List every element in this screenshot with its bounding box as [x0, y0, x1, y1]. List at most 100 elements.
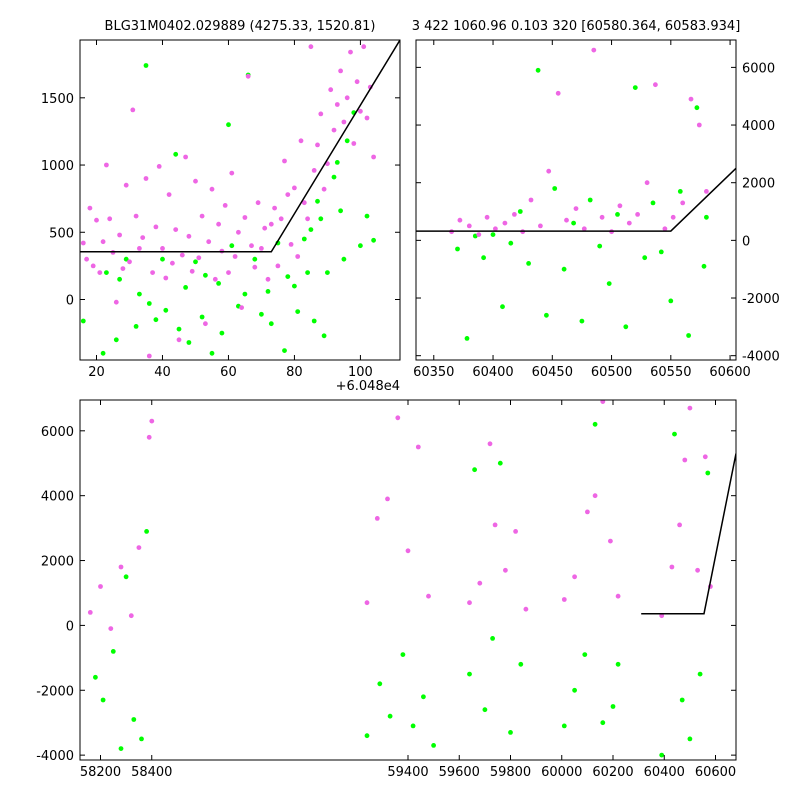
- model-line: [641, 453, 736, 615]
- magenta-point: [176, 337, 182, 343]
- green-point: [544, 312, 549, 318]
- magenta-point: [292, 185, 297, 191]
- magenta-point: [232, 254, 238, 259]
- x-tick-label: 60600: [695, 765, 736, 780]
- magenta-point: [477, 580, 483, 586]
- green-point: [100, 697, 106, 703]
- green-point: [113, 337, 119, 343]
- green-point: [668, 298, 674, 304]
- green-point: [193, 259, 198, 265]
- magenta-point: [513, 529, 518, 534]
- green-point: [117, 276, 122, 282]
- green-point: [467, 671, 472, 677]
- magenta-point: [338, 68, 343, 74]
- magenta-point: [592, 493, 598, 499]
- green-point: [131, 717, 137, 722]
- green-point: [410, 723, 416, 729]
- magenta-point: [348, 49, 353, 55]
- x-tick-label: 59400: [387, 765, 428, 780]
- magenta-point: [193, 178, 198, 184]
- plot-area: [80, 40, 400, 359]
- y-tick-label: 0: [66, 619, 74, 634]
- magenta-point: [626, 220, 632, 226]
- green-point: [705, 470, 711, 476]
- magenta-point: [564, 217, 569, 223]
- x-tick-label: 60550: [650, 365, 691, 380]
- magenta-point: [315, 142, 320, 148]
- magenta-point: [156, 164, 162, 169]
- magenta-point: [344, 95, 350, 101]
- green-point: [518, 661, 524, 667]
- green-point: [265, 289, 271, 294]
- x-tick-label: 60500: [591, 365, 632, 380]
- green-point: [371, 237, 376, 243]
- magenta-point: [341, 119, 347, 125]
- magenta-point: [163, 275, 169, 281]
- green-point: [400, 652, 406, 657]
- green-point: [173, 151, 179, 157]
- green-point: [331, 174, 337, 180]
- green-point: [701, 263, 707, 269]
- x-tick-label: 100: [348, 365, 373, 380]
- green-point: [387, 713, 393, 719]
- green-point: [600, 720, 606, 726]
- green-point: [118, 746, 124, 751]
- magenta-point: [245, 73, 251, 79]
- x-tick-label: 58200: [80, 765, 121, 780]
- green-point: [597, 243, 603, 249]
- magenta-point: [493, 226, 498, 232]
- green-point: [615, 212, 620, 217]
- y-tick-label: 4000: [742, 119, 775, 134]
- magenta-point: [87, 205, 93, 211]
- green-point: [100, 350, 106, 356]
- magenta-point: [669, 564, 675, 570]
- green-point: [677, 189, 683, 194]
- magenta-point: [100, 239, 106, 245]
- y-tick-label: 1000: [41, 159, 74, 174]
- magenta-point: [150, 270, 156, 275]
- green-point: [80, 318, 86, 324]
- green-point: [183, 285, 189, 290]
- magenta-point: [484, 214, 490, 220]
- magenta-point: [308, 44, 314, 50]
- magenta-point: [285, 192, 291, 198]
- magenta-point: [186, 233, 192, 239]
- axes-frame: [79, 399, 737, 761]
- magenta-point: [123, 182, 129, 188]
- magenta-point: [688, 96, 694, 102]
- magenta-point: [351, 141, 357, 146]
- green-point: [186, 340, 192, 345]
- magenta-point: [252, 264, 258, 270]
- magenta-point: [653, 82, 658, 88]
- magenta-point: [137, 246, 142, 251]
- green-point: [226, 122, 231, 128]
- green-point: [535, 67, 541, 73]
- x-tick-label: 58400: [131, 765, 172, 780]
- green-point: [561, 266, 567, 272]
- magenta-point: [97, 270, 103, 275]
- green-point: [268, 321, 274, 327]
- magenta-point: [90, 263, 96, 269]
- magenta-point: [487, 441, 493, 447]
- magenta-point: [492, 522, 498, 528]
- magenta-point: [189, 268, 195, 274]
- magenta-point: [426, 593, 431, 599]
- magenta-point: [364, 600, 370, 606]
- green-point: [292, 283, 297, 289]
- magenta-point: [702, 454, 708, 460]
- magenta-point: [644, 180, 650, 186]
- x-tick-label: 60450: [532, 365, 573, 380]
- magenta-point: [415, 444, 421, 450]
- magenta-point: [385, 496, 390, 502]
- y-tick-label: -2000: [36, 684, 74, 699]
- magenta-point: [249, 243, 254, 249]
- green-point: [325, 270, 330, 275]
- green-point: [318, 216, 324, 222]
- green-point: [490, 232, 496, 238]
- magenta-point: [288, 242, 294, 247]
- magenta-point: [268, 221, 274, 227]
- magenta-point: [305, 216, 310, 222]
- x-offset-label: +6.048e4: [336, 379, 400, 394]
- magenta-point: [361, 44, 367, 50]
- magenta-point: [108, 626, 114, 631]
